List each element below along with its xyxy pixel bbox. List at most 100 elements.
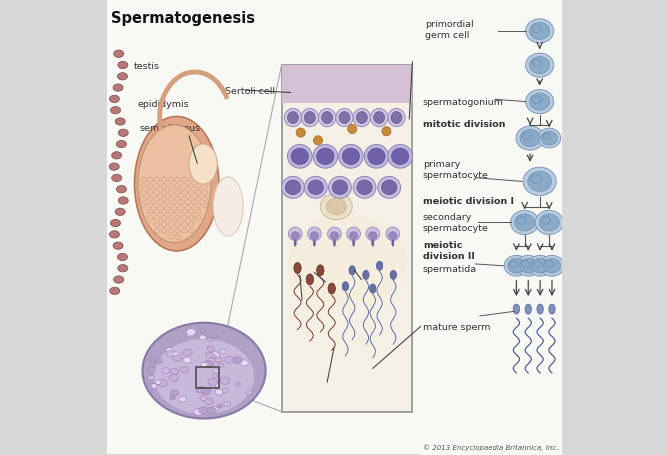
Bar: [420, 0, 562, 455]
Ellipse shape: [289, 228, 302, 241]
Ellipse shape: [539, 214, 559, 232]
Ellipse shape: [138, 126, 211, 243]
Ellipse shape: [331, 233, 339, 240]
Ellipse shape: [381, 181, 397, 195]
Text: Spermatogenesis: Spermatogenesis: [111, 11, 255, 26]
Ellipse shape: [114, 276, 124, 283]
Ellipse shape: [513, 304, 520, 314]
Ellipse shape: [217, 404, 222, 408]
Ellipse shape: [118, 254, 128, 261]
Text: spermatogonium: spermatogonium: [423, 98, 504, 107]
Ellipse shape: [219, 364, 224, 368]
Text: meiotic
division II: meiotic division II: [423, 240, 475, 260]
Ellipse shape: [530, 57, 550, 75]
Ellipse shape: [526, 54, 554, 78]
Ellipse shape: [170, 374, 179, 381]
Ellipse shape: [118, 265, 128, 272]
Ellipse shape: [356, 112, 367, 124]
Ellipse shape: [388, 109, 405, 127]
Ellipse shape: [342, 282, 349, 291]
Ellipse shape: [116, 141, 126, 148]
Ellipse shape: [208, 338, 213, 342]
Ellipse shape: [332, 181, 347, 195]
Bar: [281, 66, 411, 103]
Text: acrosome: acrosome: [285, 304, 332, 313]
Ellipse shape: [110, 220, 120, 227]
Ellipse shape: [317, 265, 324, 276]
Ellipse shape: [200, 363, 208, 368]
Ellipse shape: [189, 145, 217, 185]
Ellipse shape: [115, 119, 125, 126]
Ellipse shape: [235, 382, 240, 386]
Text: primary
spermatocyte: primary spermatocyte: [423, 160, 489, 180]
Ellipse shape: [212, 355, 216, 359]
Ellipse shape: [201, 388, 211, 395]
Ellipse shape: [307, 228, 321, 241]
Ellipse shape: [156, 359, 162, 364]
Ellipse shape: [386, 228, 399, 241]
Ellipse shape: [388, 145, 412, 169]
Ellipse shape: [212, 334, 217, 338]
Ellipse shape: [162, 368, 170, 374]
Ellipse shape: [378, 177, 401, 199]
Ellipse shape: [525, 304, 532, 314]
Ellipse shape: [281, 177, 305, 199]
Ellipse shape: [313, 240, 316, 247]
Ellipse shape: [285, 109, 302, 127]
Ellipse shape: [118, 62, 128, 70]
Ellipse shape: [538, 129, 560, 149]
Ellipse shape: [112, 175, 122, 182]
Ellipse shape: [329, 177, 351, 199]
Ellipse shape: [336, 109, 353, 127]
Ellipse shape: [520, 130, 540, 147]
Ellipse shape: [357, 181, 372, 195]
Ellipse shape: [200, 396, 206, 400]
Ellipse shape: [528, 172, 552, 192]
Ellipse shape: [287, 145, 312, 169]
Ellipse shape: [535, 211, 563, 235]
Ellipse shape: [317, 149, 334, 165]
Ellipse shape: [301, 109, 319, 127]
Ellipse shape: [366, 228, 379, 241]
Ellipse shape: [118, 130, 128, 137]
Ellipse shape: [166, 351, 176, 357]
Text: spermatida: spermatida: [423, 265, 477, 274]
Ellipse shape: [170, 390, 179, 396]
Ellipse shape: [214, 358, 222, 363]
Ellipse shape: [339, 145, 363, 169]
Ellipse shape: [322, 112, 333, 124]
Ellipse shape: [391, 149, 409, 165]
Ellipse shape: [116, 186, 126, 193]
Ellipse shape: [213, 177, 243, 237]
Ellipse shape: [291, 233, 299, 240]
Ellipse shape: [233, 357, 242, 364]
Ellipse shape: [240, 360, 248, 366]
Ellipse shape: [510, 211, 538, 235]
Ellipse shape: [150, 358, 156, 362]
Ellipse shape: [168, 375, 178, 382]
Text: lumen: lumen: [321, 386, 350, 395]
Text: mature sperm: mature sperm: [423, 322, 490, 331]
Ellipse shape: [196, 386, 206, 393]
Ellipse shape: [514, 214, 534, 232]
Ellipse shape: [319, 109, 336, 127]
Text: spermatid
cytoplasm: spermatid cytoplasm: [362, 282, 411, 302]
Ellipse shape: [285, 181, 301, 195]
Ellipse shape: [308, 181, 323, 195]
Ellipse shape: [353, 177, 376, 199]
Bar: [196, 368, 219, 388]
Ellipse shape: [347, 228, 361, 241]
Ellipse shape: [224, 401, 230, 406]
Text: Sertoli cell: Sertoli cell: [224, 86, 275, 96]
Ellipse shape: [389, 233, 397, 240]
Ellipse shape: [112, 152, 122, 160]
Bar: [281, 66, 411, 412]
Ellipse shape: [349, 266, 355, 275]
Text: primordial
germ cell: primordial germ cell: [426, 20, 474, 40]
Text: © 2013 Encyclopaedia Britannica, Inc.: © 2013 Encyclopaedia Britannica, Inc.: [423, 443, 558, 450]
Ellipse shape: [214, 369, 218, 373]
Ellipse shape: [373, 112, 385, 124]
Ellipse shape: [349, 233, 357, 240]
Ellipse shape: [148, 367, 155, 372]
Ellipse shape: [287, 112, 299, 124]
